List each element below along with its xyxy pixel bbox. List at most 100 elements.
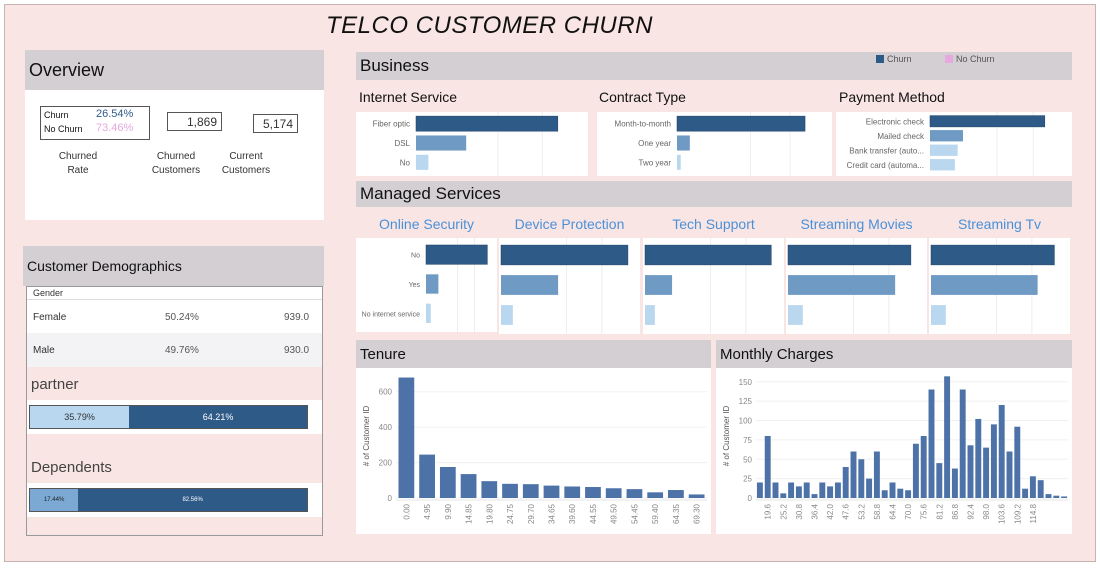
legend-churn: Churn bbox=[876, 54, 912, 64]
histogram-bar[interactable] bbox=[827, 486, 834, 498]
histogram-bar[interactable] bbox=[688, 494, 705, 498]
histogram-bar[interactable] bbox=[959, 389, 966, 499]
histogram-bar[interactable] bbox=[564, 486, 581, 498]
bar-no[interactable] bbox=[930, 244, 1055, 266]
contract-type-title: Contract Type bbox=[599, 89, 686, 105]
histogram-bar[interactable] bbox=[1029, 476, 1036, 498]
bar-yes[interactable] bbox=[501, 275, 559, 295]
histogram-bar[interactable] bbox=[502, 483, 518, 498]
bar-yes[interactable] bbox=[788, 275, 896, 295]
bar-no-internet-service[interactable] bbox=[931, 305, 946, 325]
histogram-bar[interactable] bbox=[439, 467, 456, 498]
dashboard-title: TELCO CUSTOMER CHURN bbox=[326, 12, 653, 39]
bar-no[interactable] bbox=[644, 244, 772, 266]
histogram-bar[interactable] bbox=[920, 436, 927, 498]
histogram-bar[interactable] bbox=[803, 482, 810, 499]
histogram-bar[interactable] bbox=[881, 490, 888, 498]
bar-fiber-optic[interactable] bbox=[415, 115, 559, 132]
histogram-bar[interactable] bbox=[668, 490, 684, 498]
histogram-bar[interactable] bbox=[990, 424, 997, 498]
histogram-bar[interactable] bbox=[764, 436, 771, 498]
bar-month-to-month[interactable] bbox=[676, 115, 806, 132]
x-tick-label: 86.8 bbox=[951, 503, 960, 519]
bar-bank-transfer-auto[interactable] bbox=[930, 144, 958, 156]
histogram-bar[interactable] bbox=[585, 487, 601, 498]
histogram-bar[interactable] bbox=[928, 389, 935, 499]
histogram-bar[interactable] bbox=[795, 486, 802, 498]
bar-electronic-check[interactable] bbox=[929, 115, 1046, 128]
histogram-bar[interactable] bbox=[842, 467, 849, 498]
histogram-bar[interactable] bbox=[1045, 494, 1052, 498]
bar-no[interactable] bbox=[416, 154, 429, 170]
histogram-bar[interactable] bbox=[605, 488, 622, 498]
histogram-bar[interactable] bbox=[873, 451, 880, 499]
histogram-bar[interactable] bbox=[811, 494, 818, 498]
x-tick-label: 69.30 bbox=[693, 503, 702, 524]
bar-no-internet-service[interactable] bbox=[426, 303, 431, 324]
histogram-bar[interactable] bbox=[998, 405, 1005, 498]
histogram-bar[interactable] bbox=[819, 482, 826, 499]
histogram-bar[interactable] bbox=[398, 377, 415, 498]
histogram-bar[interactable] bbox=[858, 459, 865, 498]
dependents-bar-no-churn: 17.44% bbox=[30, 489, 79, 511]
bar-no-internet-service[interactable] bbox=[645, 305, 655, 325]
y-tick-label: 75 bbox=[743, 436, 752, 445]
x-tick-label: 30.8 bbox=[795, 503, 804, 519]
bar-yes[interactable] bbox=[426, 274, 439, 294]
histogram-bar[interactable] bbox=[834, 482, 841, 499]
histogram-bar[interactable] bbox=[772, 482, 779, 499]
histogram-bar[interactable] bbox=[889, 482, 896, 499]
bar-mailed-check[interactable] bbox=[930, 130, 964, 142]
histogram-bar[interactable] bbox=[1061, 496, 1068, 498]
bar-no-internet-service[interactable] bbox=[788, 305, 803, 325]
histogram-bar[interactable] bbox=[967, 445, 974, 498]
bar-no[interactable] bbox=[425, 244, 488, 265]
histogram-bar[interactable] bbox=[850, 451, 857, 499]
histogram-bar[interactable] bbox=[1022, 488, 1029, 498]
gender-row-male-pct: 49.76% bbox=[165, 345, 199, 356]
streaming-movies-title: Streaming Movies bbox=[800, 216, 913, 232]
bar-one-year[interactable] bbox=[677, 135, 690, 151]
bar-no[interactable] bbox=[500, 244, 629, 266]
bar-dsl[interactable] bbox=[416, 135, 467, 151]
bar-no-internet-service[interactable] bbox=[501, 305, 513, 325]
bar-credit-card-automa[interactable] bbox=[930, 159, 955, 171]
histogram-bar[interactable] bbox=[626, 489, 643, 498]
y-tick-label: 0 bbox=[748, 494, 753, 503]
histogram-bar[interactable] bbox=[460, 474, 477, 498]
histogram-bar[interactable] bbox=[1037, 480, 1044, 498]
histogram-bar[interactable] bbox=[1006, 451, 1013, 499]
histogram-bar[interactable] bbox=[1053, 495, 1060, 498]
bar-no[interactable] bbox=[787, 244, 912, 266]
bar-yes[interactable] bbox=[931, 275, 1038, 295]
histogram-bar[interactable] bbox=[866, 478, 873, 498]
histogram-bar[interactable] bbox=[944, 376, 951, 498]
streaming-tv-title: Streaming Tv bbox=[958, 216, 1041, 232]
histogram-bar[interactable] bbox=[905, 490, 912, 498]
histogram-bar[interactable] bbox=[936, 463, 943, 498]
bar-two-year[interactable] bbox=[677, 154, 681, 170]
histogram-bar[interactable] bbox=[951, 468, 958, 498]
histogram-bar[interactable] bbox=[522, 484, 539, 498]
histogram-bar[interactable] bbox=[788, 482, 795, 499]
histogram-bar[interactable] bbox=[912, 443, 919, 498]
histogram-bar[interactable] bbox=[647, 492, 664, 498]
x-tick-label: 29.70 bbox=[527, 503, 536, 524]
histogram-bar[interactable] bbox=[1014, 426, 1021, 498]
x-tick-label: 53.2 bbox=[857, 503, 866, 519]
histogram-bar[interactable] bbox=[756, 482, 763, 499]
histogram-bar[interactable] bbox=[419, 454, 435, 498]
histogram-bar[interactable] bbox=[983, 447, 990, 498]
y-tick-label: 100 bbox=[739, 417, 753, 426]
histogram-bar[interactable] bbox=[897, 488, 904, 498]
device-protection-title: Device Protection bbox=[514, 216, 625, 232]
chart-background bbox=[356, 368, 711, 534]
histogram-bar[interactable] bbox=[780, 493, 787, 498]
bar-yes[interactable] bbox=[645, 275, 673, 295]
category-label-one-year: One year bbox=[638, 139, 671, 148]
partner-bar-churn-label: 64.21% bbox=[202, 412, 234, 422]
histogram-bar[interactable] bbox=[975, 418, 982, 498]
online-security-title: Online Security bbox=[379, 216, 474, 232]
histogram-bar[interactable] bbox=[543, 485, 560, 498]
histogram-bar[interactable] bbox=[481, 481, 498, 498]
